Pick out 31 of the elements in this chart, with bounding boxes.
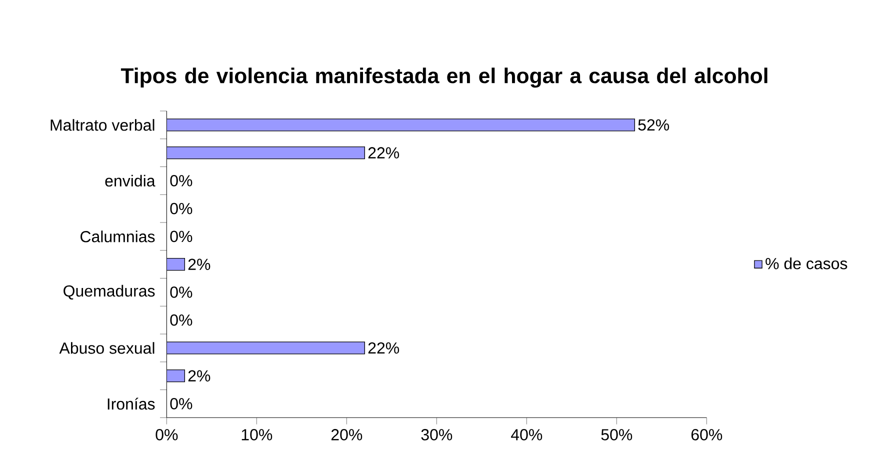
data-label: 0% [170, 314, 192, 326]
x-tick-label: 30% [421, 429, 452, 440]
data-label: 0% [170, 286, 192, 298]
data-label: 0% [170, 230, 192, 242]
x-tick-label: 40% [511, 429, 542, 440]
data-label: 22% [368, 342, 400, 354]
x-tick-label: 50% [601, 429, 632, 440]
y-tick-label: Ironías [108, 398, 155, 410]
y-tick-label: Calumnias [80, 230, 155, 242]
x-tick-label: 60% [691, 429, 722, 440]
bar [166, 118, 635, 132]
x-tick-label: 0% [156, 429, 178, 440]
y-tick-label: Maltrato verbal [50, 119, 154, 131]
x-tick-label: 10% [242, 429, 272, 440]
y-tick-label: Quemaduras [64, 284, 155, 300]
data-label: 52% [638, 119, 670, 131]
chart-title: Tipos de violencia manifestada en el hogar a causa del alcohol [120, 68, 768, 88]
y-tick-label: Abuso sexual [59, 342, 154, 354]
data-label: 2% [188, 370, 210, 382]
bar [166, 258, 186, 271]
y-tick-label: envidia [105, 174, 156, 187]
data-label: 0% [170, 175, 192, 186]
bar [166, 146, 365, 160]
legend-label: % de casos [766, 258, 848, 270]
bar [166, 370, 186, 382]
data-label: 0% [170, 398, 192, 410]
data-label: 2% [188, 258, 210, 270]
data-label: 0% [170, 202, 192, 214]
data-label: 22% [368, 147, 400, 158]
bar [166, 342, 365, 354]
x-tick-label: 20% [331, 429, 362, 440]
